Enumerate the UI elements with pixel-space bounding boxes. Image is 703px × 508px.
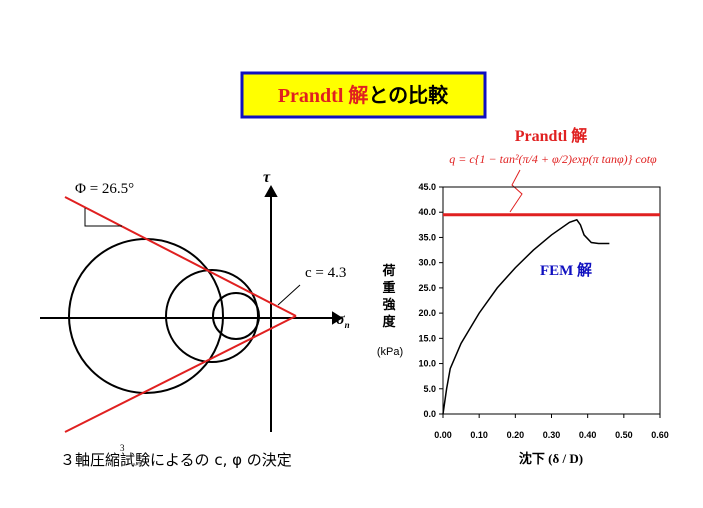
y-label-char: 荷 (381, 263, 395, 278)
y-axis-label: 荷重強度 (381, 263, 396, 329)
angle-marker (84, 208, 122, 227)
y-label-char: 重 (382, 280, 395, 295)
x-tick-label: 0.50 (615, 430, 633, 440)
arrow (264, 184, 278, 197)
y-tick-label: 40.0 (418, 207, 436, 217)
page-number: 3 (120, 443, 125, 453)
slide-title: Prandtl 解との比較 (278, 83, 449, 107)
y-tick-label: 35.0 (418, 232, 436, 242)
y-tick-label: 20.0 (418, 308, 436, 318)
leader (277, 284, 301, 306)
x-tick-label: 0.20 (507, 430, 525, 440)
series-line (442, 218, 610, 415)
phi-label: Φ = 26.5° (75, 181, 134, 197)
fem-label: FEM 解 (540, 261, 592, 279)
x-tick-label: 0.60 (651, 430, 669, 440)
sigma-sub: n (345, 320, 350, 330)
arrow (332, 311, 343, 325)
zigzag-leader (509, 169, 523, 213)
y-label-char: 強 (382, 297, 395, 312)
y-tick-label: 5.0 (423, 384, 436, 394)
mohr-diagram (40, 184, 343, 433)
y-tick-label: 10.0 (418, 359, 436, 369)
x-tick-label: 0.10 (470, 430, 488, 440)
envelope (64, 196, 297, 317)
x-axis-label: 沈下 (δ / D) (519, 451, 583, 466)
title-highlight: Prandtl 解 (278, 83, 369, 107)
formula: q = c{1 − tan²(π/4 + φ/2)exp(π tanφ)} co… (449, 152, 657, 166)
title-rest: との比較 (368, 83, 449, 107)
y-unit: (kPa) (377, 346, 403, 358)
mohr-circle (212, 292, 260, 340)
sigma: σ (336, 311, 345, 328)
x-tick-label: 0.00 (434, 430, 452, 440)
y-tick-label: 45.0 (418, 182, 436, 192)
x-tick-label: 0.30 (543, 430, 561, 440)
y-tick-label: 30.0 (418, 258, 436, 268)
y-tick-label: 0.0 (423, 409, 436, 419)
mohr-circle (68, 238, 224, 394)
title-box (240, 71, 487, 119)
y-label-char: 度 (382, 314, 396, 329)
envelope (64, 315, 297, 433)
y-tick-label: 15.0 (418, 333, 436, 343)
y-tick-label: 25.0 (418, 283, 436, 293)
plot-frame (442, 186, 661, 415)
c-label: c = 4.3 (305, 265, 346, 281)
prandtl-title: Prandtl 解 (515, 126, 587, 145)
chart: Prandtl 解 q = c{1 − tan²(π/4 + φ/2)exp(π… (377, 126, 669, 466)
sigma-label: σn (336, 311, 350, 330)
x-tick-label: 0.40 (579, 430, 597, 440)
tau-label: τ (263, 169, 271, 186)
caption: ３軸圧縮試験によるの c, φ の決定 (60, 451, 292, 469)
